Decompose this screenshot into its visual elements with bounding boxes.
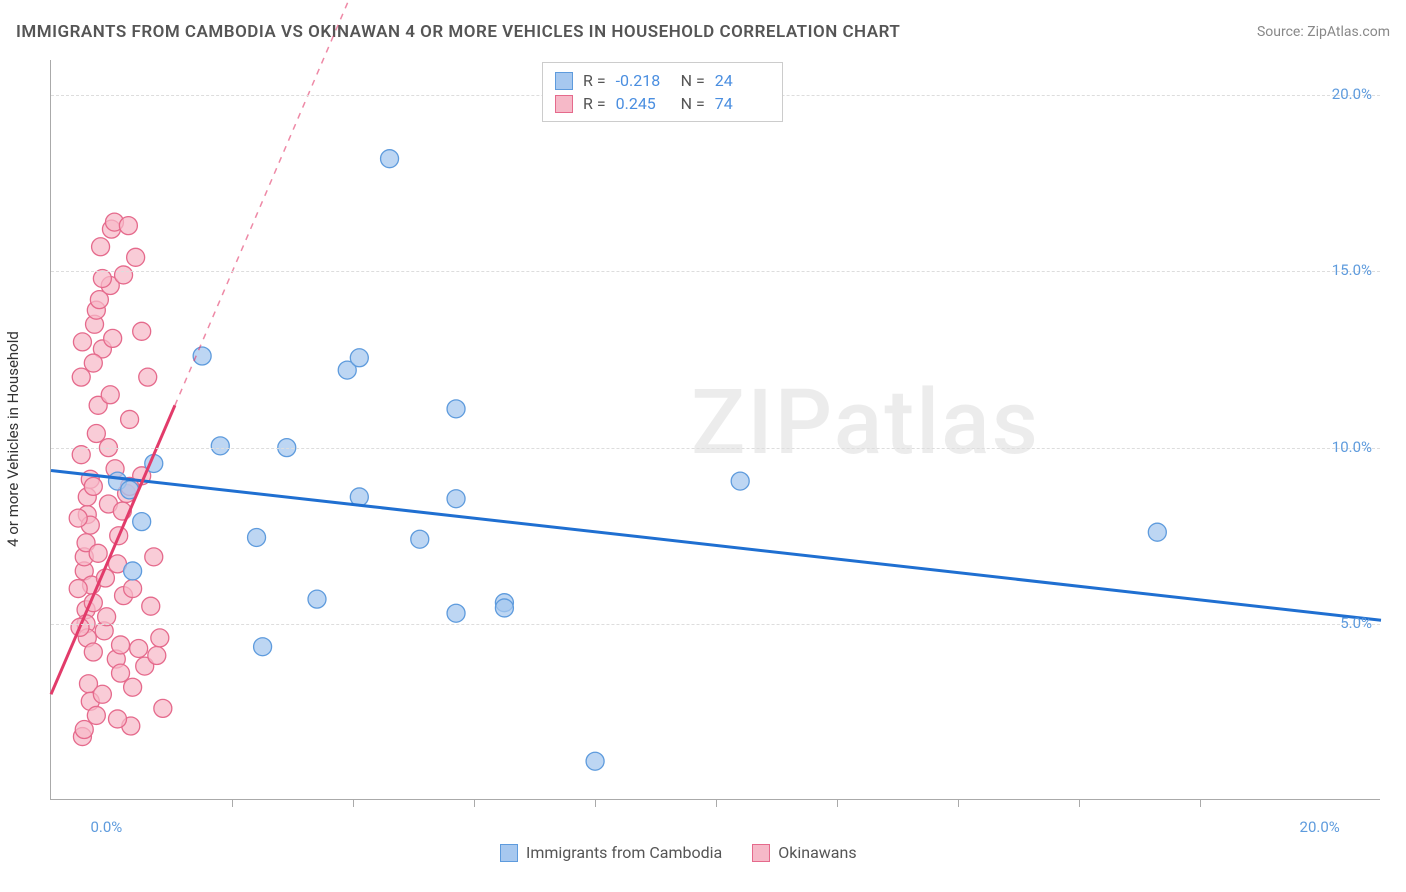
n-label: N = [681, 71, 705, 90]
r-value-cambodia: -0.218 [616, 71, 671, 90]
n-value-cambodia: 24 [715, 71, 770, 90]
stats-legend-box: R = -0.218 N = 24 R = 0.245 N = 74 [542, 62, 783, 122]
bottom-legend: Immigrants from Cambodia Okinawans [500, 843, 857, 862]
chart-container: IMMIGRANTS FROM CAMBODIA VS OKINAWAN 4 O… [0, 0, 1406, 892]
y-axis-label: 4 or more Vehicles in Household [4, 331, 22, 547]
r-label: R = [583, 71, 606, 90]
y-tick-label: 15.0% [1332, 261, 1372, 279]
r-label: R = [583, 94, 606, 113]
n-label: N = [681, 94, 705, 113]
y-tick-label: 20.0% [1332, 85, 1372, 103]
source-label: Source: ZipAtlas.com [1257, 24, 1390, 40]
stats-row-okinawans: R = 0.245 N = 74 [555, 92, 770, 115]
swatch-cambodia-icon [555, 72, 573, 90]
plot-area: ZIPatlas [50, 60, 1380, 800]
legend-item-okinawans: Okinawans [752, 843, 856, 862]
legend-label-okinawans: Okinawans [778, 843, 856, 862]
y-tick-label: 5.0% [1340, 614, 1372, 632]
n-value-okinawans: 74 [715, 94, 770, 113]
legend-label-cambodia: Immigrants from Cambodia [526, 843, 722, 862]
swatch-okinawans-icon [752, 844, 770, 862]
x-tick-label: 0.0% [90, 818, 122, 836]
swatch-okinawans-icon [555, 95, 573, 113]
y-tick-label: 10.0% [1332, 438, 1372, 456]
chart-title: IMMIGRANTS FROM CAMBODIA VS OKINAWAN 4 O… [16, 22, 900, 42]
stats-row-cambodia: R = -0.218 N = 24 [555, 69, 770, 92]
title-row: IMMIGRANTS FROM CAMBODIA VS OKINAWAN 4 O… [16, 22, 1390, 42]
legend-item-cambodia: Immigrants from Cambodia [500, 843, 722, 862]
x-tick-label: 20.0% [1300, 818, 1340, 836]
r-value-okinawans: 0.245 [616, 94, 671, 113]
plot-svg [51, 60, 1381, 800]
swatch-cambodia-icon [500, 844, 518, 862]
